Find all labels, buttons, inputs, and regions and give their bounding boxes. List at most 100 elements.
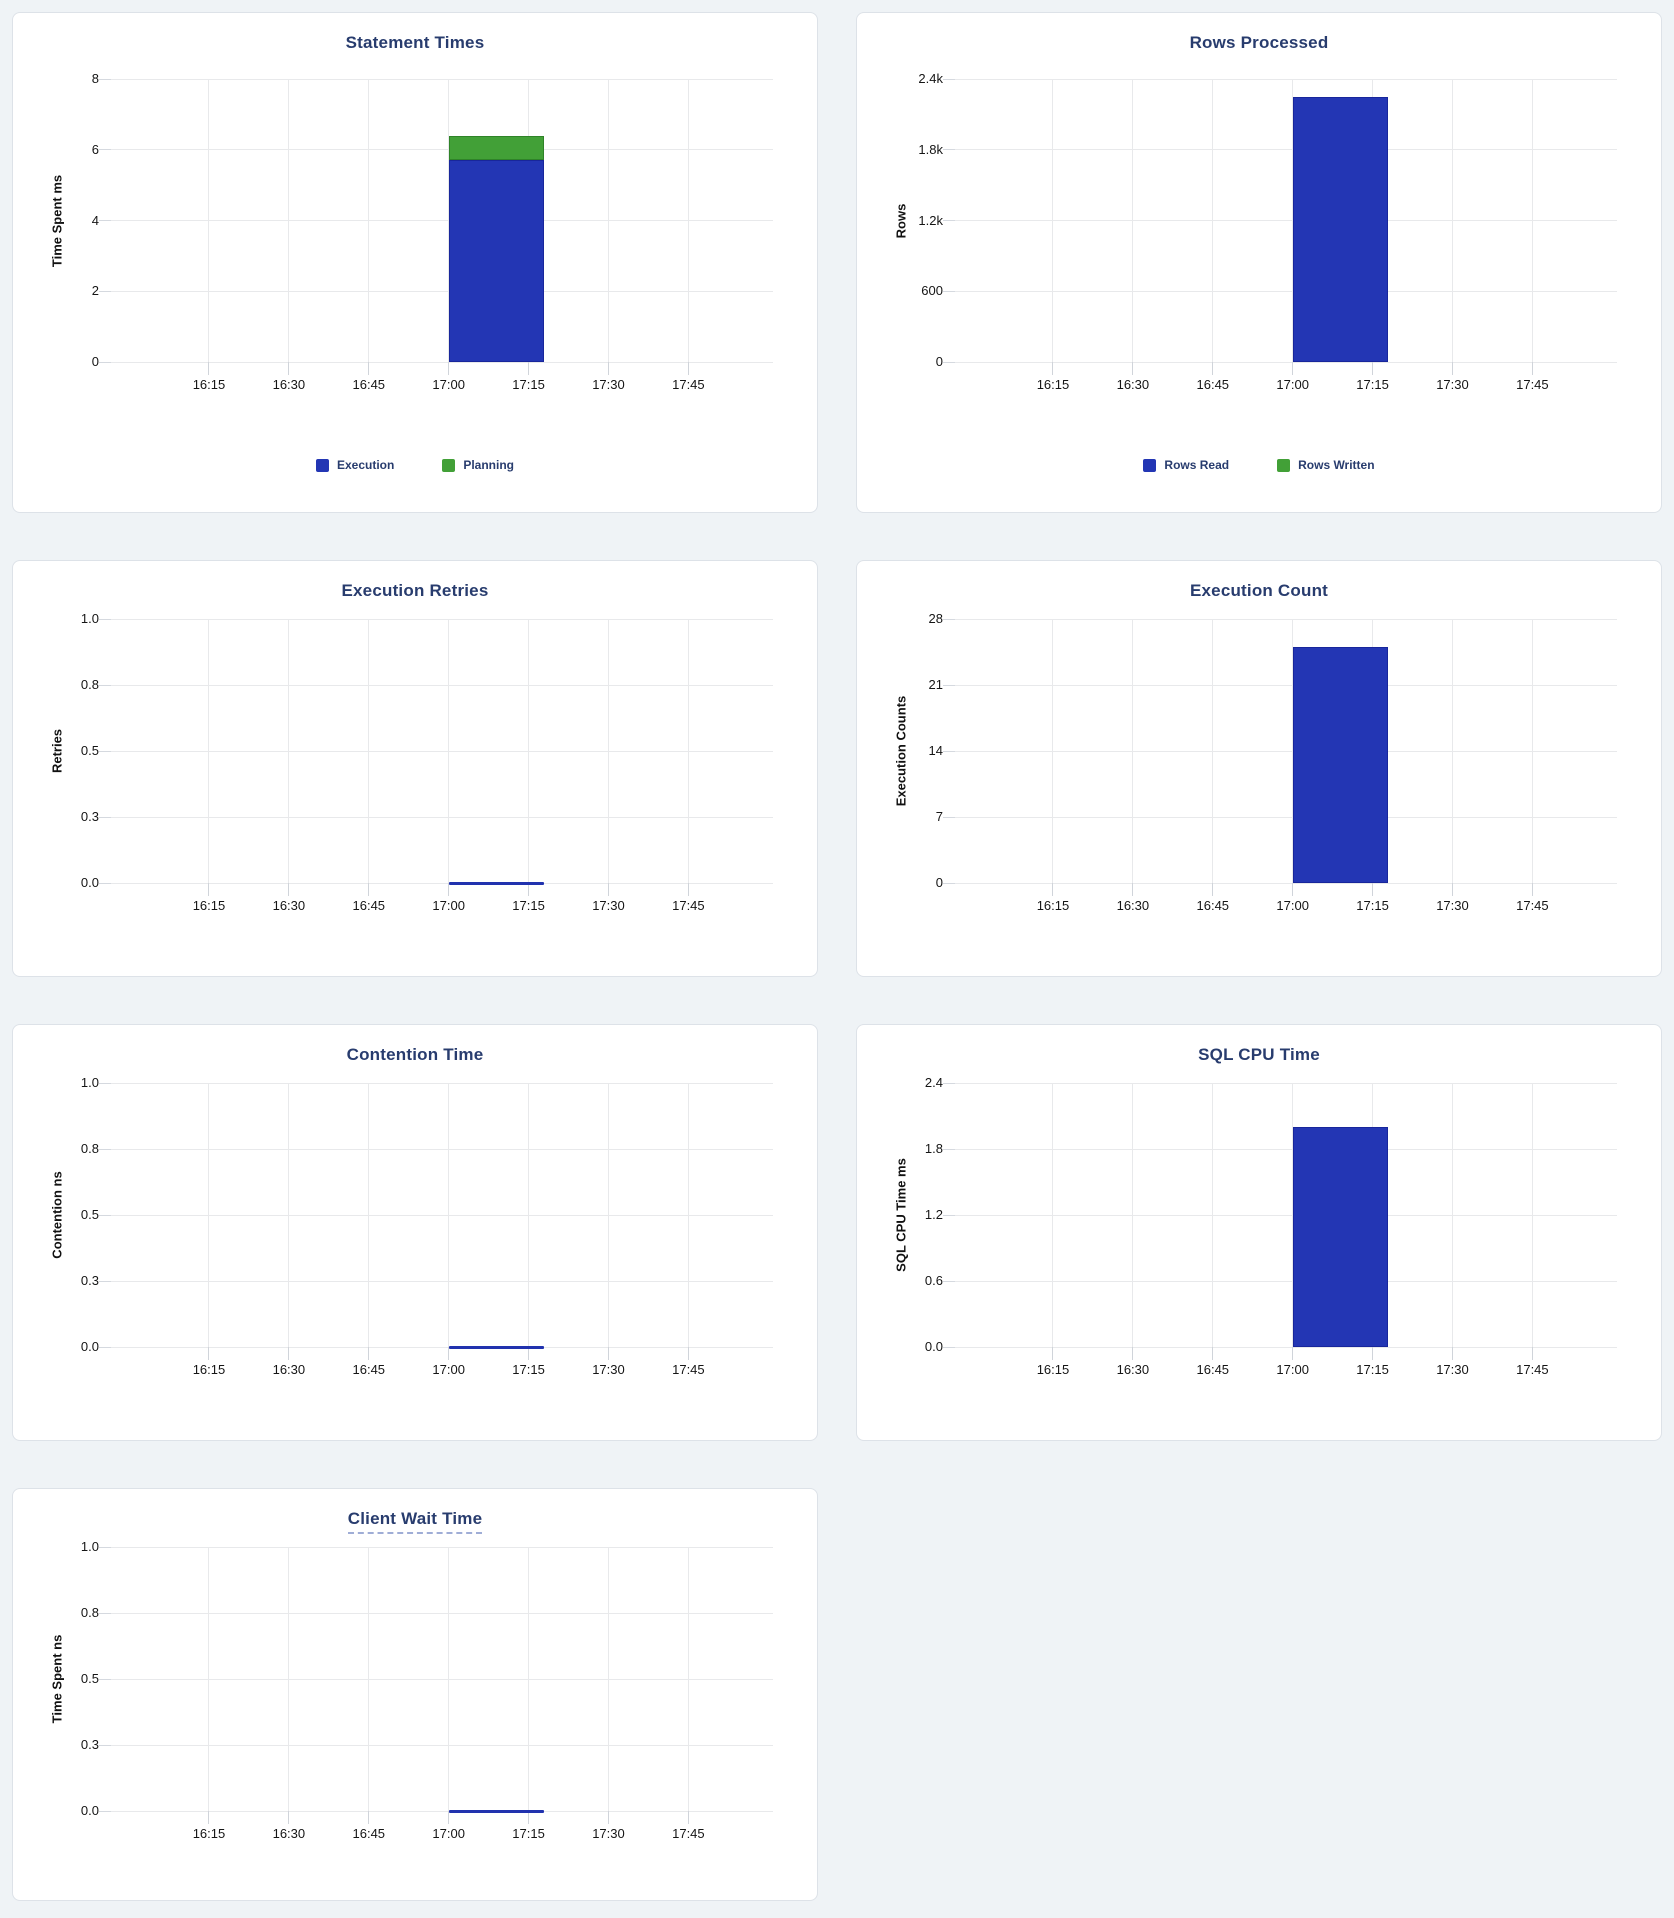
- y-tick-label: 1.0: [80, 611, 99, 626]
- chart-title: Execution Retries: [341, 581, 489, 600]
- y-tick-label: 0.5: [80, 1671, 99, 1686]
- gridline: [607, 1083, 609, 1347]
- x-tick-mark: [687, 362, 689, 375]
- y-tick-label: 0.0: [924, 1339, 943, 1354]
- gridline: [955, 1280, 1617, 1282]
- x-tick-mark: [687, 1811, 689, 1824]
- y-tick-label: 0.8: [80, 677, 99, 692]
- gridline: [1531, 1083, 1533, 1347]
- y-tick-label: 1.0: [80, 1539, 99, 1554]
- y-tick-mark: [99, 1214, 111, 1216]
- zero-value-line[interactable]: [448, 1345, 544, 1349]
- gridline: [528, 1083, 530, 1347]
- y-tick-mark: [943, 78, 955, 80]
- x-tick-label: 16:15: [192, 898, 226, 913]
- x-tick-mark: [607, 1811, 609, 1824]
- x-tick-mark: [368, 362, 370, 375]
- bar-segment[interactable]: [1292, 647, 1388, 883]
- x-tick-label: 17:00: [1276, 1362, 1309, 1377]
- gridline: [955, 882, 1617, 884]
- legend-item: Execution: [315, 458, 394, 472]
- y-tick-label: 0.8: [80, 1605, 99, 1620]
- x-tick-label: 16:30: [272, 1362, 306, 1377]
- zero-value-line[interactable]: [448, 881, 544, 885]
- gridline: [111, 1744, 773, 1746]
- x-tick-mark: [607, 362, 609, 375]
- gridline: [111, 78, 773, 80]
- gridline: [208, 79, 210, 362]
- y-tick-label: 0.0: [80, 1339, 99, 1354]
- gridline: [208, 619, 210, 883]
- x-tick-label: 17:30: [1436, 377, 1469, 392]
- bar-segment[interactable]: [1292, 1127, 1388, 1347]
- bar-segment-rows-read[interactable]: [1292, 96, 1388, 362]
- x-tick-label: 16:45: [352, 377, 386, 392]
- chart-title-row: Client Wait Time: [13, 1509, 817, 1534]
- x-tick-mark: [528, 1347, 530, 1360]
- x-tick-mark: [368, 1347, 370, 1360]
- gridline: [607, 619, 609, 883]
- x-tick-mark: [1132, 883, 1134, 896]
- legend-label: Rows Read: [1164, 458, 1230, 472]
- x-tick-label: 16:45: [1196, 1362, 1230, 1377]
- y-tick-label: 7: [935, 809, 943, 824]
- gridline: [448, 1547, 450, 1811]
- x-tick-label: 17:15: [1356, 1362, 1389, 1377]
- x-tick-label: 17:00: [1276, 898, 1309, 913]
- gridline: [111, 1678, 773, 1680]
- y-tick-mark: [943, 1280, 955, 1282]
- gridline: [528, 619, 530, 883]
- gridline: [528, 1547, 530, 1811]
- chart-title-row: Statement Times: [13, 33, 817, 54]
- y-tick-label: 2.4k: [918, 71, 943, 86]
- x-tick-label: 16:45: [352, 898, 386, 913]
- bar-segment-planning[interactable]: [448, 135, 544, 161]
- x-tick-mark: [1372, 362, 1374, 375]
- x-tick-mark: [448, 1347, 450, 1360]
- x-tick-mark: [1212, 1347, 1214, 1360]
- x-tick-mark: [1451, 362, 1453, 375]
- gridline: [955, 1148, 1617, 1150]
- x-tick-label: 17:15: [512, 1362, 545, 1377]
- chart-card: Execution Retries Retries 0.0 0.3 0.5 0.8 1.0 1…: [12, 560, 818, 977]
- chart-card: SQL CPU Time SQL CPU Time ms 0.0 0.6 1.2 1.8 2…: [856, 1024, 1662, 1441]
- x-tick-mark: [1451, 1347, 1453, 1360]
- gridline: [1132, 79, 1134, 362]
- y-tick-mark: [99, 1346, 111, 1348]
- y-tick-label: 0.3: [80, 1273, 99, 1288]
- x-tick-mark: [208, 362, 210, 375]
- gridline: [955, 618, 1617, 620]
- x-tick-mark: [368, 883, 370, 896]
- gridline: [288, 79, 290, 362]
- gridline: [687, 1083, 689, 1347]
- x-tick-label: 16:30: [272, 898, 306, 913]
- x-tick-label: 16:30: [272, 377, 306, 392]
- y-tick-mark: [99, 1148, 111, 1150]
- x-tick-label: 17:15: [1356, 377, 1389, 392]
- gridline: [955, 361, 1617, 363]
- x-tick-label: 17:45: [1516, 377, 1549, 392]
- gridline: [1531, 79, 1533, 362]
- legend-swatch: [442, 458, 456, 472]
- gridline: [1052, 79, 1054, 362]
- x-tick-label: 17:15: [1356, 898, 1389, 913]
- x-tick-label: 17:15: [512, 1826, 545, 1841]
- y-tick-mark: [99, 1082, 111, 1084]
- gridline: [208, 1547, 210, 1811]
- y-tick-mark: [943, 750, 955, 752]
- x-tick-mark: [368, 1811, 370, 1824]
- x-tick-label: 17:45: [672, 1362, 705, 1377]
- gridline: [1451, 79, 1453, 362]
- y-tick-label: 28: [928, 611, 943, 626]
- chart-title-row: SQL CPU Time: [857, 1045, 1661, 1066]
- zero-value-line[interactable]: [448, 1809, 544, 1813]
- bar-segment-execution[interactable]: [448, 160, 544, 362]
- chart-title[interactable]: Client Wait Time: [347, 1509, 483, 1534]
- y-tick-mark: [99, 750, 111, 752]
- y-tick-label: 1.8k: [918, 141, 943, 157]
- gridline: [111, 750, 773, 752]
- y-tick-label: 14: [928, 743, 943, 758]
- y-tick-mark: [943, 816, 955, 818]
- x-tick-mark: [528, 883, 530, 896]
- gridline: [955, 816, 1617, 818]
